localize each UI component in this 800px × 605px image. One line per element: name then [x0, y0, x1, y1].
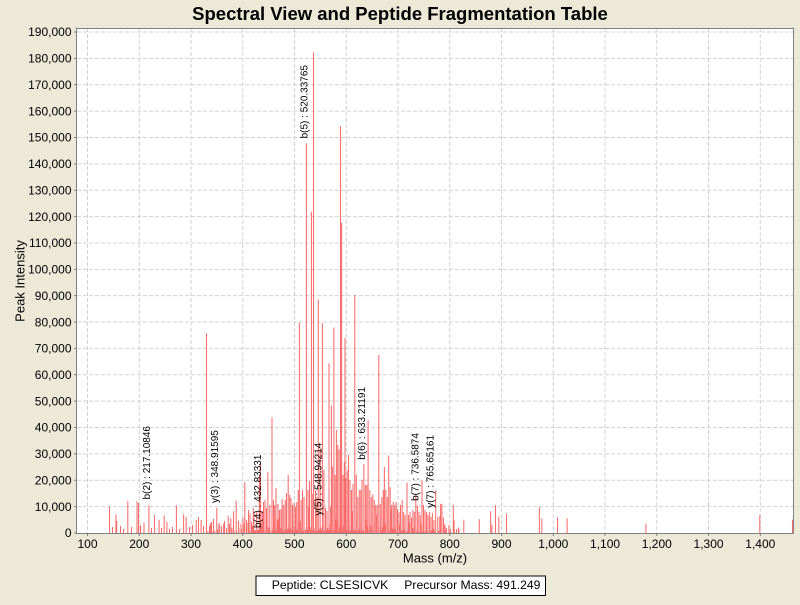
svg-text:1,000: 1,000	[538, 537, 568, 551]
svg-text:y(7) : 765.65161: y(7) : 765.65161	[425, 435, 436, 508]
svg-text:b(2) : 217.10846: b(2) : 217.10846	[142, 426, 153, 500]
svg-text:800: 800	[440, 537, 460, 551]
svg-text:130,000: 130,000	[28, 183, 72, 197]
svg-text:40,000: 40,000	[35, 421, 72, 435]
svg-text:0: 0	[65, 526, 72, 540]
svg-text:900: 900	[492, 537, 512, 551]
svg-text:Mass (m/z): Mass (m/z)	[403, 551, 467, 566]
svg-text:70,000: 70,000	[35, 342, 72, 356]
svg-text:b(4) : 432.83331: b(4) : 432.83331	[253, 454, 264, 528]
svg-text:b(6) : 633.21191: b(6) : 633.21191	[357, 387, 368, 460]
svg-text:600: 600	[336, 537, 356, 551]
svg-text:300: 300	[181, 537, 201, 551]
svg-text:Peak Intensity: Peak Intensity	[13, 240, 28, 322]
svg-text:60,000: 60,000	[35, 368, 72, 382]
svg-text:160,000: 160,000	[28, 104, 72, 118]
svg-text:y(3) : 348.91595: y(3) : 348.91595	[210, 430, 221, 503]
svg-text:100: 100	[77, 537, 97, 551]
svg-text:Precursor Mass: 491.249: Precursor Mass: 491.249	[404, 578, 540, 592]
svg-text:170,000: 170,000	[28, 78, 72, 92]
svg-text:50,000: 50,000	[35, 394, 72, 408]
svg-text:150,000: 150,000	[28, 131, 72, 145]
svg-text:1,200: 1,200	[642, 537, 672, 551]
svg-text:20,000: 20,000	[35, 473, 72, 487]
svg-text:90,000: 90,000	[35, 289, 72, 303]
svg-text:500: 500	[285, 537, 305, 551]
svg-text:180,000: 180,000	[28, 52, 72, 66]
svg-text:30,000: 30,000	[35, 447, 72, 461]
svg-text:140,000: 140,000	[28, 157, 72, 171]
svg-text:700: 700	[388, 537, 408, 551]
svg-text:110,000: 110,000	[29, 236, 72, 250]
svg-text:Spectral View and Peptide Frag: Spectral View and Peptide Fragmentation …	[192, 3, 608, 24]
svg-text:b(7) : 736.5874: b(7) : 736.5874	[410, 433, 421, 501]
svg-text:b(5) : 520.33765: b(5) : 520.33765	[299, 65, 310, 139]
svg-text:200: 200	[129, 537, 149, 551]
svg-text:Peptide: CLSESICVK: Peptide: CLSESICVK	[272, 578, 389, 592]
svg-text:400: 400	[233, 537, 253, 551]
svg-text:1,400: 1,400	[745, 537, 775, 551]
svg-text:120,000: 120,000	[28, 210, 72, 224]
svg-text:80,000: 80,000	[35, 315, 72, 329]
svg-text:190,000: 190,000	[28, 25, 72, 39]
svg-text:y(5) : 548.94214: y(5) : 548.94214	[313, 442, 324, 515]
svg-text:1,300: 1,300	[694, 537, 724, 551]
svg-text:1,100: 1,100	[590, 537, 620, 551]
svg-text:100,000: 100,000	[28, 263, 72, 277]
svg-text:10,000: 10,000	[35, 500, 72, 514]
